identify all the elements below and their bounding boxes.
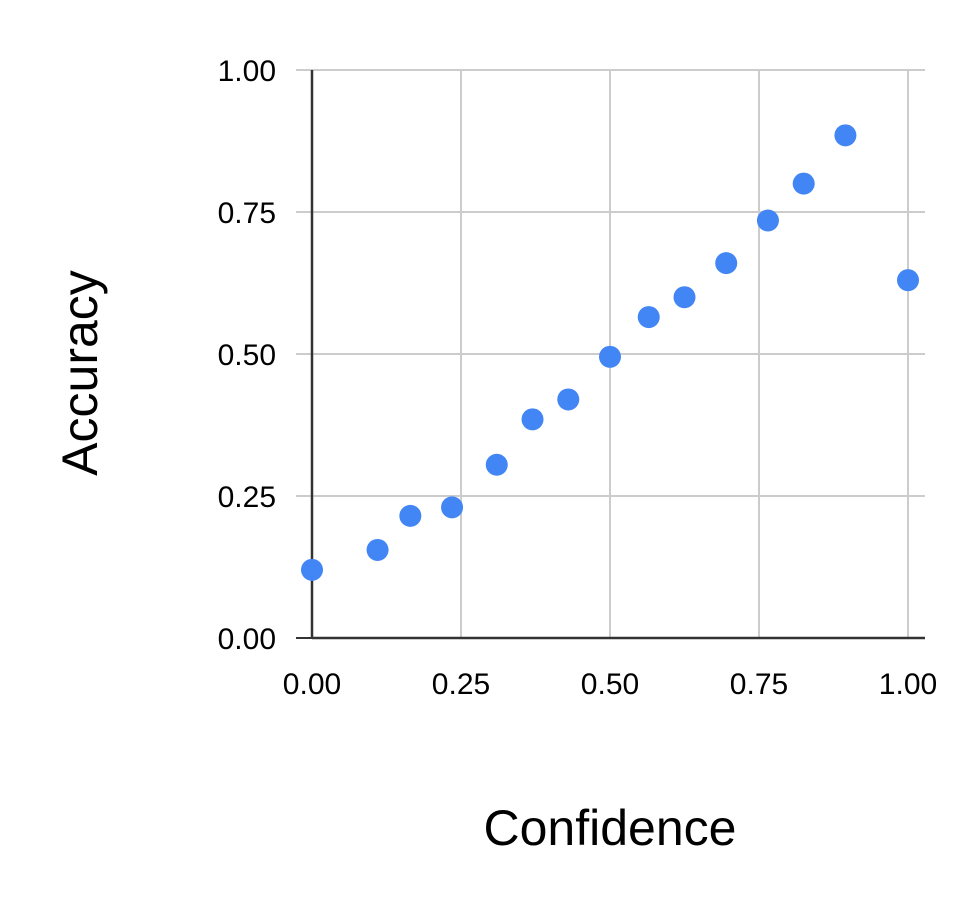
data-point: [399, 504, 422, 527]
y-tick-label: 0.50: [218, 339, 276, 372]
y-axis-title: Accuracy: [52, 270, 108, 476]
data-point: [599, 345, 621, 368]
data-point: [557, 388, 580, 411]
x-tick-label: 0.00: [283, 668, 341, 701]
data-point: [756, 209, 779, 232]
y-tick-label: 0.00: [218, 623, 276, 656]
data-point: [834, 124, 857, 147]
data-point: [521, 408, 544, 431]
data-point: [485, 453, 508, 476]
data-points: [301, 124, 919, 581]
data-point: [715, 252, 738, 275]
x-tick-label: 0.25: [432, 668, 490, 701]
data-point: [301, 558, 323, 581]
x-tick-label: 1.00: [879, 668, 937, 701]
y-tick-label: 0.75: [218, 197, 276, 230]
data-point: [897, 269, 919, 292]
data-point: [637, 306, 660, 329]
data-point: [673, 286, 696, 309]
data-point: [366, 538, 389, 561]
x-tick-label: 0.50: [581, 668, 639, 701]
data-point: [792, 172, 815, 195]
tick-labels: 0.00 0.25 0.50 0.75 1.00 0.00 0.25 0.50 0.75 1.00: [218, 55, 938, 701]
x-axis-title: Confidence: [484, 800, 737, 856]
axes: [296, 70, 925, 640]
y-tick-label: 1.00: [218, 55, 276, 88]
x-tick-label: 0.75: [730, 668, 788, 701]
y-tick-label: 0.25: [218, 481, 276, 514]
data-point: [441, 496, 464, 519]
